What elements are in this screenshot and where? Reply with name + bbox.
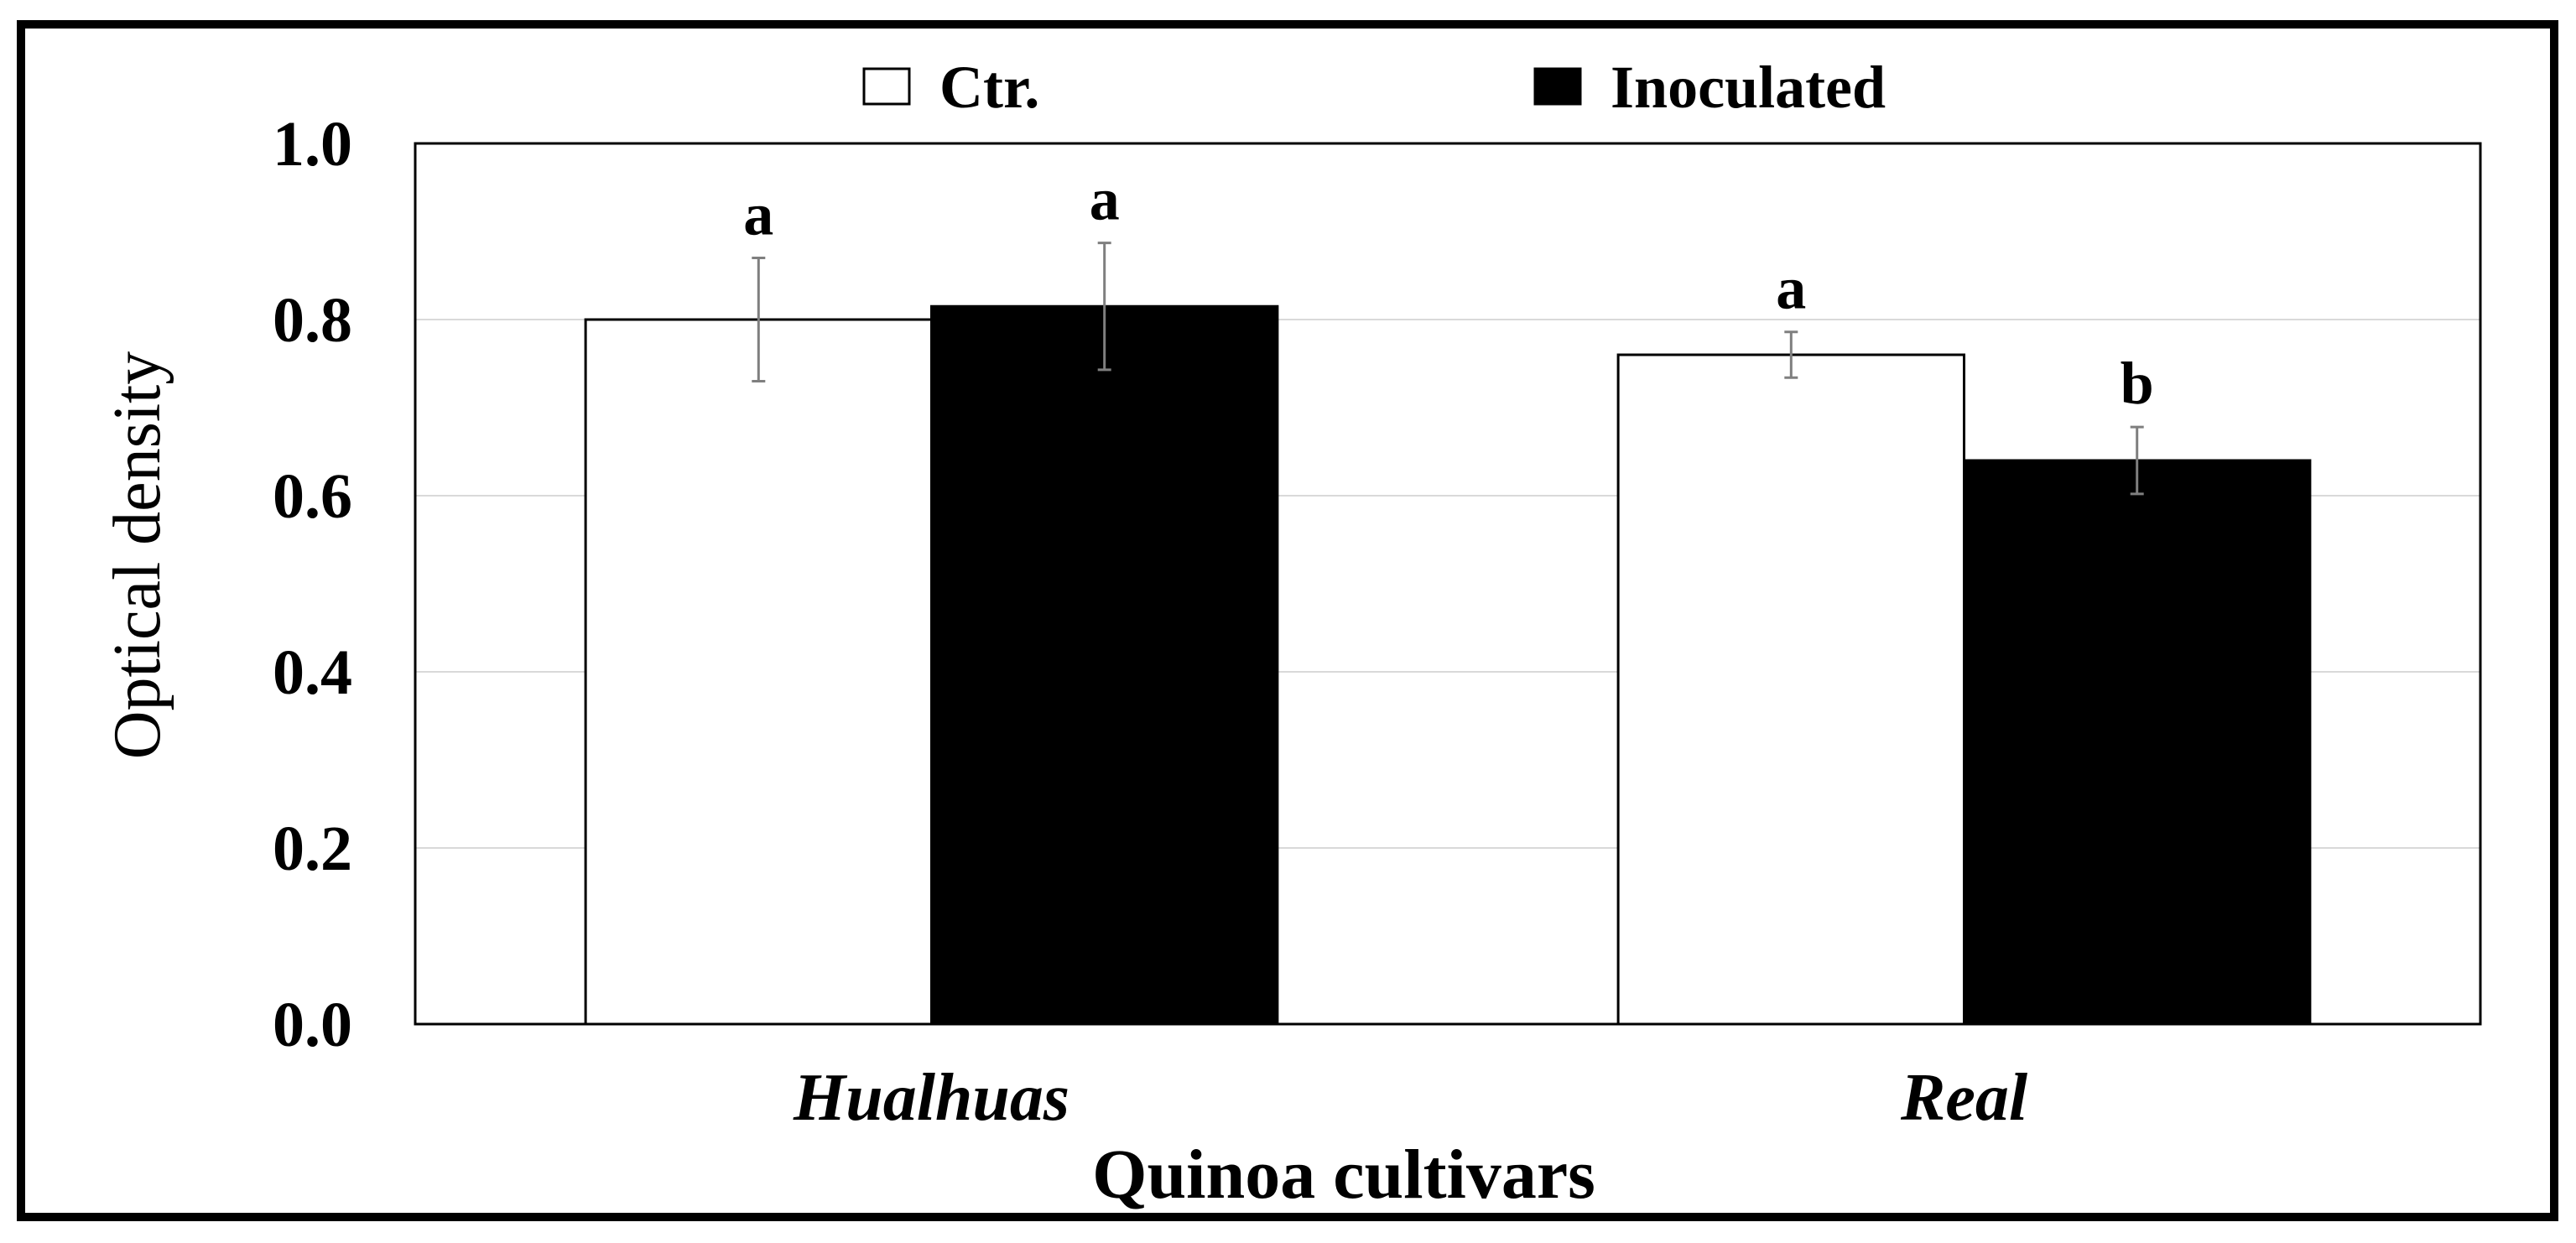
bars	[584, 304, 2312, 1026]
bar	[584, 318, 933, 1026]
x-tick-label: Real	[1900, 1061, 2028, 1135]
legend-swatch-ctr	[862, 67, 911, 106]
y-axis-ticks: 0.0 0.2 0.4 0.6 0.8 1.0	[273, 109, 352, 1060]
legend: Ctr. Inoculated	[862, 54, 1886, 121]
significance-letter: a	[1090, 166, 1120, 233]
y-axis-title: Optical density	[101, 351, 174, 760]
bar	[1963, 459, 2312, 1026]
y-tick-label: 0.0	[273, 990, 352, 1060]
x-axis-title: Quinoa cultivars	[1092, 1136, 1595, 1214]
x-tick-label: Hualhuas	[793, 1061, 1069, 1135]
y-tick-label: 0.4	[273, 637, 352, 708]
y-tick-label: 0.2	[273, 814, 352, 884]
significance-letter: a	[1776, 255, 1806, 322]
significance-letters: a a a b	[743, 166, 2153, 417]
significance-letter: b	[2121, 350, 2154, 417]
y-tick-label: 1.0	[273, 109, 352, 179]
x-axis-ticks: Hualhuas Real	[793, 1061, 2028, 1135]
significance-letter: a	[743, 181, 773, 248]
bar	[930, 304, 1279, 1026]
bar	[1616, 353, 1965, 1026]
legend-swatch-inoculated	[1533, 67, 1582, 106]
plot-area	[414, 142, 2482, 1026]
y-tick-label: 0.8	[273, 285, 352, 356]
legend-label-inoculated: Inoculated	[1611, 54, 1886, 121]
y-tick-label: 0.6	[273, 461, 352, 532]
error-bars	[752, 242, 2144, 496]
legend-label-ctr: Ctr.	[939, 54, 1039, 121]
